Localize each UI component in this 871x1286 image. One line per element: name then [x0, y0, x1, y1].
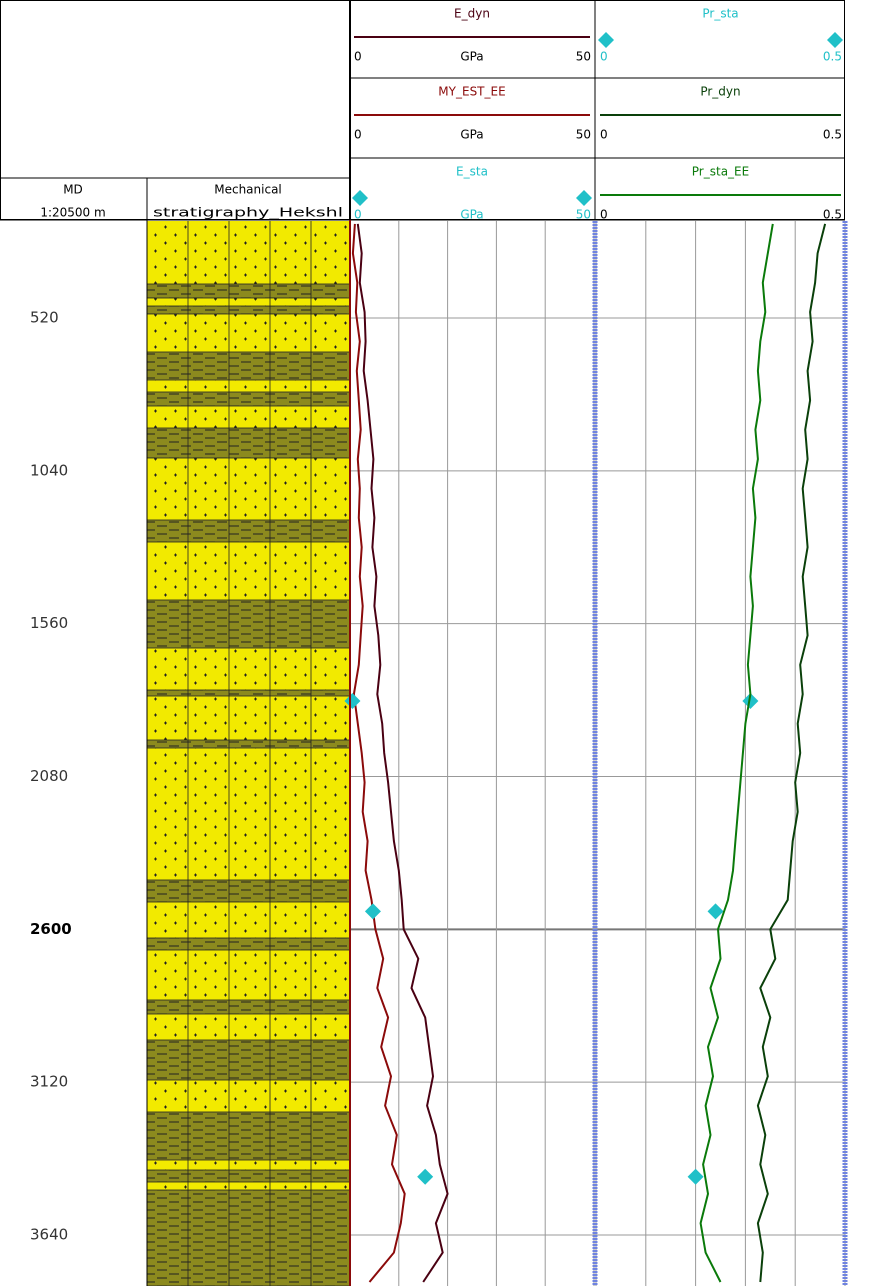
- y-tick-label: 520: [30, 308, 59, 326]
- scale-min: 0: [354, 208, 362, 222]
- y-tick-label: 2600: [30, 920, 72, 938]
- curve-name: Pr_sta_EE: [692, 165, 749, 179]
- curve-name: MY_EST_EE: [438, 85, 505, 99]
- legend-marker: [598, 32, 614, 48]
- curve: [356, 223, 449, 1283]
- depth-header: MD 1:20500 m Mechanical stratigraphy_Hek…: [40, 183, 343, 220]
- lithology-label: Mechanical: [214, 183, 282, 197]
- curve-name: Pr_dyn: [700, 85, 740, 99]
- scale-min: 0: [354, 128, 362, 142]
- lithology-columns: [187, 221, 312, 1286]
- curves: [344, 223, 827, 1283]
- scale-min: 0: [600, 128, 608, 142]
- y-tick-label: 2080: [30, 767, 68, 785]
- scale-unit: GPa: [460, 208, 483, 222]
- curve: [756, 223, 827, 1283]
- data-marker: [687, 1168, 704, 1185]
- data-marker: [742, 692, 759, 709]
- scale-max: 0.5: [823, 50, 842, 64]
- depth-label: MD: [63, 183, 83, 197]
- curve-name: E_sta: [456, 165, 488, 179]
- shale-bands: [146, 283, 351, 1286]
- data-marker: [344, 692, 361, 709]
- scale-max: 50: [576, 50, 591, 64]
- scale-max: 0.5: [823, 128, 842, 142]
- legend-marker: [576, 190, 592, 206]
- y-tick-label: 3120: [30, 1073, 68, 1091]
- lithology-sublabel: stratigraphy_Hekshl: [153, 206, 343, 220]
- scale-min: 0: [600, 208, 608, 222]
- curve-name: Pr_sta: [702, 7, 738, 21]
- data-marker: [364, 903, 381, 920]
- curve: [351, 223, 406, 1283]
- scale-min: 0: [600, 50, 608, 64]
- scale-unit: GPa: [460, 50, 483, 64]
- scale-unit: GPa: [460, 128, 483, 142]
- curve-headers: E_dyn 0 50 GPa MY_EST_EE 0 50 GPa E_sta 0 50 GPa Pr_…: [352, 7, 843, 222]
- legend-marker: [827, 32, 843, 48]
- y-tick-label: 1040: [30, 461, 68, 479]
- scale-label: 1:20500 m: [40, 206, 105, 220]
- data-marker: [417, 1168, 434, 1185]
- scale-min: 0: [354, 50, 362, 64]
- scale-max: 50: [576, 128, 591, 142]
- scale-max: 0.5: [823, 208, 842, 222]
- lithology-track: [146, 221, 351, 1286]
- y-tick-label: 3640: [30, 1225, 68, 1243]
- data-marker: [707, 903, 724, 920]
- curve: [699, 223, 774, 1283]
- legend-marker: [352, 190, 368, 206]
- header-frame: [0, 0, 845, 1286]
- scale-max: 50: [576, 208, 591, 222]
- y-tick-label: 1560: [30, 614, 68, 632]
- curve-name: E_dyn: [454, 7, 490, 21]
